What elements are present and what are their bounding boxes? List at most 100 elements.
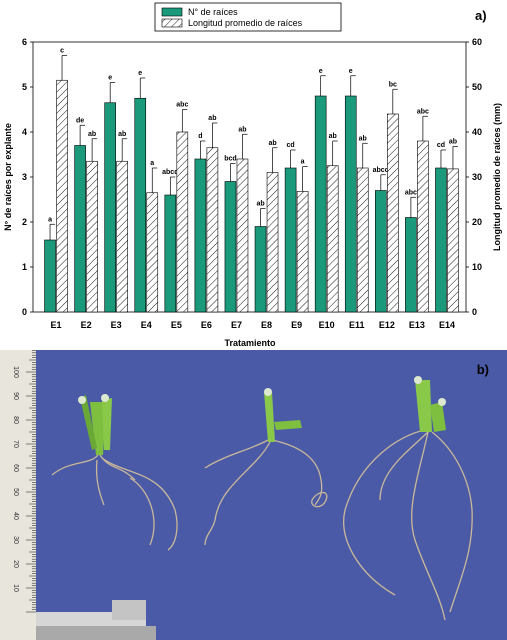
- sig-letter-length: ab: [329, 133, 337, 140]
- sig-letter-length: a: [150, 160, 154, 167]
- bar-root-count-E11: [344, 95, 357, 313]
- bar-root-count-E9: [284, 167, 297, 313]
- sig-letter-count: d: [198, 133, 202, 140]
- category-label-E11: E11: [349, 320, 365, 330]
- sig-letter-length: bc: [389, 81, 397, 88]
- category-label-E2: E2: [81, 320, 92, 330]
- bar-root-count-E5: [164, 194, 177, 313]
- sig-letter-length: ab: [238, 126, 246, 133]
- ruler: 10 20 30 40 50 60 70 80 90 100: [0, 350, 36, 640]
- plantlet-1: [51, 454, 178, 551]
- bar-root-length-E14: [447, 168, 459, 313]
- sig-letter-length: ab: [268, 140, 276, 147]
- sig-letter-count: de: [76, 117, 84, 124]
- ruler-number: 40: [12, 512, 19, 520]
- right-tick-label: 0: [472, 307, 477, 317]
- bar-root-count-E14: [435, 167, 447, 313]
- left-tick-label: 6: [22, 37, 27, 47]
- left-axis-ticks: 0 1 2 3 4 5 6: [22, 37, 33, 317]
- panel-label-b: b): [476, 362, 489, 377]
- bar-root-length-E12: [387, 113, 399, 313]
- right-tick-label: 50: [472, 82, 482, 92]
- plantlet-3: [343, 429, 473, 621]
- sig-letter-count: e: [349, 68, 353, 75]
- bar-root-length-E1: [56, 79, 68, 313]
- legend: N° de raíces Longitud promedio de raíces: [154, 2, 342, 32]
- bar-root-count-E6: [194, 158, 207, 313]
- sig-letter-length: abc: [176, 102, 188, 109]
- sig-letter-length: c: [60, 48, 64, 55]
- sig-letter-count: e: [108, 75, 112, 82]
- ruler-number: 30: [12, 536, 19, 544]
- category-label-E14: E14: [439, 320, 455, 330]
- right-tick-label: 60: [472, 37, 482, 47]
- left-tick-label: 2: [22, 217, 27, 227]
- sig-letter-count: a: [48, 216, 52, 223]
- sig-letter-count: abcd: [373, 167, 389, 174]
- plot-frame: [32, 41, 467, 313]
- root-bar-chart: N° de raíces Longitud promedio de raíces…: [3, 2, 502, 348]
- sig-letter-count: abcd: [162, 169, 178, 176]
- bar-root-count-E2: [74, 145, 86, 313]
- ruler-number: 100: [12, 366, 19, 378]
- sig-letter-length: ab: [449, 138, 457, 145]
- category-label-E7: E7: [231, 320, 242, 330]
- bar-root-count-E4: [134, 97, 147, 313]
- bar-root-count-E3: [104, 102, 116, 313]
- legend-label-count: N° de raíces: [188, 7, 238, 17]
- plantlet-photo-panel: 10 20 30 40 50 60 70 80 90 100: [0, 350, 507, 640]
- bar-root-length-E7: [236, 158, 249, 313]
- bar-root-length-E10: [326, 165, 339, 313]
- bar-root-length-E9: [296, 191, 309, 313]
- bar-root-length-E5: [176, 131, 189, 313]
- legend-label-length: Longitud promedio de raíces: [188, 18, 303, 28]
- bar-root-count-E13: [405, 217, 417, 313]
- sig-letter-length: abc: [417, 108, 429, 115]
- category-label-E9: E9: [291, 320, 302, 330]
- sig-letter-count: ab: [256, 201, 264, 208]
- ruler-number: 20: [12, 560, 19, 568]
- left-tick-label: 3: [22, 172, 27, 182]
- category-label-E1: E1: [51, 320, 62, 330]
- ruler-number: 80: [12, 416, 19, 424]
- category-labels: E1 E2 E3 E4 E5 E6 E7 E8 E9 E10 E11 E12 E13 E14: [51, 320, 455, 330]
- right-tick-label: 40: [472, 127, 482, 137]
- sig-letter-length: a: [301, 159, 305, 166]
- bar-root-length-E13: [417, 140, 429, 313]
- plantlet-2: [204, 439, 328, 546]
- category-label-E8: E8: [261, 320, 272, 330]
- photo-background: [0, 350, 507, 640]
- sig-letter-count: cd: [437, 142, 445, 149]
- plantlet-3-shoot: [414, 376, 446, 432]
- caliper-tool: [36, 600, 156, 640]
- sig-letter-count: bcd: [224, 156, 236, 163]
- sig-letter-length: ab: [208, 115, 216, 122]
- sig-letter-length: ab: [118, 131, 126, 138]
- bar-root-count-E8: [254, 226, 267, 313]
- sig-letter-count: abc: [405, 189, 417, 196]
- category-label-E3: E3: [111, 320, 122, 330]
- sig-letter-count: e: [319, 68, 323, 75]
- bar-root-length-E2: [86, 160, 98, 313]
- ruler-number: 70: [12, 440, 19, 448]
- right-tick-label: 10: [472, 262, 482, 272]
- legend-box: [154, 2, 342, 32]
- right-tick-label: 30: [472, 172, 482, 182]
- y-axis-title-right: Longitud promedio de raíces (mm): [492, 103, 502, 251]
- bar-root-count-E12: [375, 190, 387, 313]
- bar-root-length-E3: [116, 160, 128, 313]
- x-axis-title: Tratamiento: [224, 338, 276, 348]
- category-label-E12: E12: [379, 320, 395, 330]
- ruler-number: 60: [12, 464, 19, 472]
- ruler-number: 10: [12, 584, 19, 592]
- ruler-number: 90: [12, 392, 19, 400]
- right-tick-label: 20: [472, 217, 482, 227]
- left-tick-label: 1: [22, 262, 27, 272]
- bar-root-length-E8: [266, 172, 279, 313]
- plantlet-1-shoot: [78, 394, 112, 455]
- left-tick-label: 4: [22, 127, 27, 137]
- sig-letter-length: ab: [359, 135, 367, 142]
- plantlet-photo: 10 20 30 40 50 60 70 80 90 100: [0, 350, 507, 640]
- category-label-E5: E5: [171, 320, 182, 330]
